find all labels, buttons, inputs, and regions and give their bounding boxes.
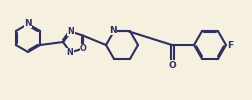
Text: O: O (80, 44, 87, 54)
Text: N: N (24, 19, 32, 28)
Text: N: N (67, 48, 74, 57)
Text: O: O (168, 60, 176, 70)
Text: N: N (68, 27, 75, 36)
Text: F: F (228, 40, 234, 50)
Text: N: N (109, 26, 117, 35)
